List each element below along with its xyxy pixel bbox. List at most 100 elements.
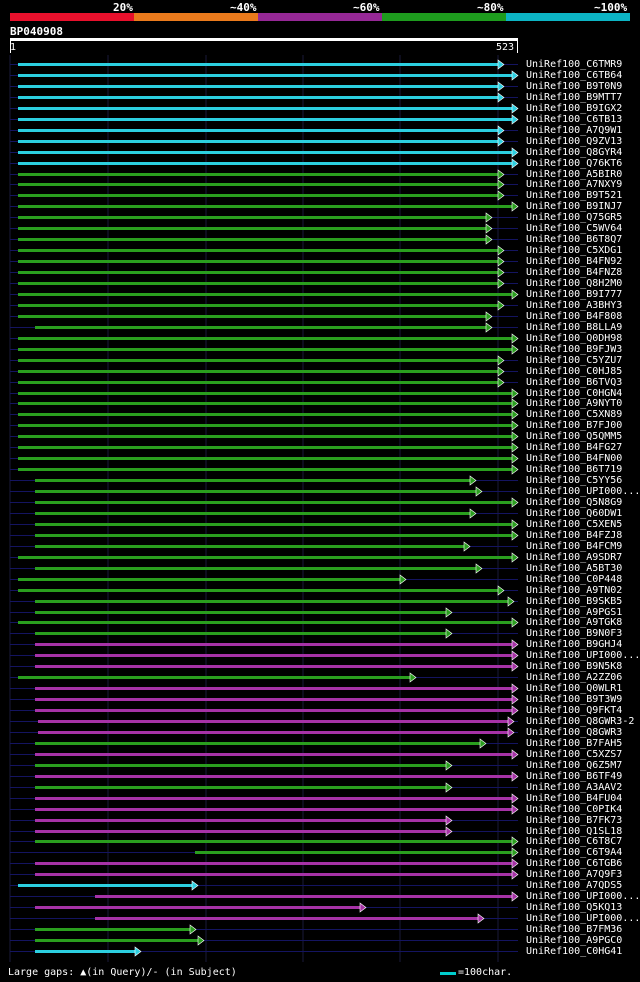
hit-label[interactable]: UniRef100_Q0DH98 — [526, 333, 623, 344]
hit-label[interactable]: UniRef100_C0HGN4 — [526, 388, 623, 399]
hit-row[interactable] — [10, 431, 519, 442]
hit-row[interactable] — [10, 59, 518, 70]
hit-label[interactable]: UniRef100_B9T521 — [526, 190, 623, 201]
hit-label[interactable]: UniRef100_B9MTT7 — [526, 92, 623, 103]
hit-row[interactable] — [10, 125, 518, 136]
hit-row[interactable] — [10, 223, 518, 234]
hit-label[interactable]: UniRef100_A7QDS5 — [526, 880, 623, 891]
hit-row[interactable] — [10, 70, 519, 81]
hit-label[interactable]: UniRef100_UPI000... — [526, 913, 640, 924]
hit-label[interactable]: UniRef100_C6T8C7 — [526, 836, 623, 847]
hit-label[interactable]: UniRef100_B9I777 — [526, 289, 623, 300]
hit-label[interactable]: UniRef100_Q8GYR4 — [526, 147, 623, 158]
hit-label[interactable]: UniRef100_B4FU04 — [526, 793, 623, 804]
hit-label[interactable]: UniRef100_A7Q9W1 — [526, 125, 623, 136]
hit-row[interactable] — [10, 322, 518, 333]
hit-row[interactable] — [10, 760, 518, 771]
hit-row[interactable] — [10, 869, 519, 880]
hit-row[interactable] — [10, 650, 519, 661]
hit-row[interactable] — [10, 355, 518, 366]
hit-row[interactable] — [10, 858, 519, 869]
hit-row[interactable] — [10, 333, 519, 344]
hit-row[interactable] — [10, 103, 519, 114]
hit-row[interactable] — [10, 716, 518, 727]
hit-label[interactable]: UniRef100_C6TGB6 — [526, 858, 623, 869]
hit-label[interactable]: UniRef100_B7FM36 — [526, 924, 623, 935]
hit-row[interactable] — [10, 946, 518, 957]
hit-row[interactable] — [10, 902, 518, 913]
hit-row[interactable] — [10, 771, 519, 782]
hit-row[interactable] — [10, 694, 519, 705]
hit-label[interactable]: UniRef100_C5YZU7 — [526, 355, 623, 366]
hit-row[interactable] — [10, 672, 518, 683]
hit-label[interactable]: UniRef100_B6TVQ3 — [526, 377, 623, 388]
hit-row[interactable] — [10, 639, 519, 650]
hit-label[interactable]: UniRef100_A3BHY3 — [526, 300, 623, 311]
hit-row[interactable] — [10, 815, 518, 826]
hit-row[interactable] — [10, 628, 518, 639]
hit-label[interactable]: UniRef100_C6T9A4 — [526, 847, 623, 858]
hit-row[interactable] — [10, 607, 518, 618]
hit-row[interactable] — [10, 278, 518, 289]
hit-row[interactable] — [10, 377, 518, 388]
hit-label[interactable]: UniRef100_B4FN00 — [526, 453, 623, 464]
hit-row[interactable] — [10, 826, 518, 837]
hit-label[interactable]: UniRef100_Q9ZV13 — [526, 136, 623, 147]
hit-label[interactable]: UniRef100_C5YY56 — [526, 475, 623, 486]
hit-row[interactable] — [10, 190, 518, 201]
hit-label[interactable]: UniRef100_A9TN02 — [526, 585, 623, 596]
hit-row[interactable] — [10, 201, 519, 212]
hit-row[interactable] — [10, 300, 518, 311]
hit-row[interactable] — [10, 169, 518, 180]
hit-label[interactable]: UniRef100_C5WV64 — [526, 223, 623, 234]
hit-label[interactable]: UniRef100_Q75GR5 — [526, 212, 623, 223]
hit-label[interactable]: UniRef100_C5XZS7 — [526, 749, 623, 760]
hit-row[interactable] — [10, 585, 518, 596]
hit-label[interactable]: UniRef100_C0HJ85 — [526, 366, 623, 377]
hit-row[interactable] — [10, 267, 518, 278]
hit-label[interactable]: UniRef100_B6TF49 — [526, 771, 623, 782]
hit-label[interactable]: UniRef100_B9T3W9 — [526, 694, 623, 705]
hit-label[interactable]: UniRef100_B8LLA9 — [526, 322, 623, 333]
hit-label[interactable]: UniRef100_A7NXY9 — [526, 179, 623, 190]
hit-label[interactable]: UniRef100_B9T0N9 — [526, 81, 623, 92]
hit-label[interactable]: UniRef100_UPI000... — [526, 891, 640, 902]
hit-label[interactable]: UniRef100_A5BT30 — [526, 563, 623, 574]
hit-row[interactable] — [10, 552, 519, 563]
hit-label[interactable]: UniRef100_UPI000... — [526, 486, 640, 497]
hit-row[interactable] — [10, 366, 518, 377]
hit-label[interactable]: UniRef100_C0PIK4 — [526, 804, 623, 815]
hit-label[interactable]: UniRef100_B9GHJ4 — [526, 639, 623, 650]
hit-row[interactable] — [10, 683, 519, 694]
hit-row[interactable] — [10, 563, 518, 574]
hit-label[interactable]: UniRef100_C5XEN5 — [526, 519, 623, 530]
hit-row[interactable] — [10, 727, 518, 738]
hit-label[interactable]: UniRef100_C5XDG1 — [526, 245, 623, 256]
hit-row[interactable] — [10, 880, 518, 891]
hit-label[interactable]: UniRef100_Q0WLR1 — [526, 683, 623, 694]
hit-row[interactable] — [10, 705, 519, 716]
hit-row[interactable] — [10, 344, 519, 355]
hit-row[interactable] — [10, 596, 518, 607]
hit-label[interactable]: UniRef100_B9INJ7 — [526, 201, 623, 212]
hit-label[interactable]: UniRef100_A9PGS1 — [526, 607, 623, 618]
hit-label[interactable]: UniRef100_Q5KQ13 — [526, 902, 623, 913]
hit-label[interactable]: UniRef100_Q9FKT4 — [526, 705, 623, 716]
hit-row[interactable] — [10, 464, 519, 475]
hit-row[interactable] — [10, 541, 518, 552]
hit-row[interactable] — [10, 453, 519, 464]
hit-row[interactable] — [10, 782, 518, 793]
hit-row[interactable] — [10, 486, 518, 497]
hit-label[interactable]: UniRef100_A5BIR0 — [526, 169, 623, 180]
hit-label[interactable]: UniRef100_Q60DW1 — [526, 508, 623, 519]
hit-label[interactable]: UniRef100_Q5N8G9 — [526, 497, 623, 508]
hit-row[interactable] — [10, 804, 519, 815]
hit-label[interactable]: UniRef100_B4FZJ8 — [526, 530, 623, 541]
hit-label[interactable]: UniRef100_Q8H2M0 — [526, 278, 623, 289]
hit-label[interactable]: UniRef100_B9N5K8 — [526, 661, 623, 672]
hit-row[interactable] — [10, 81, 518, 92]
hit-row[interactable] — [10, 519, 519, 530]
hit-row[interactable] — [10, 179, 518, 190]
hit-row[interactable] — [10, 617, 519, 628]
hit-label[interactable]: UniRef100_B9IGX2 — [526, 103, 623, 114]
